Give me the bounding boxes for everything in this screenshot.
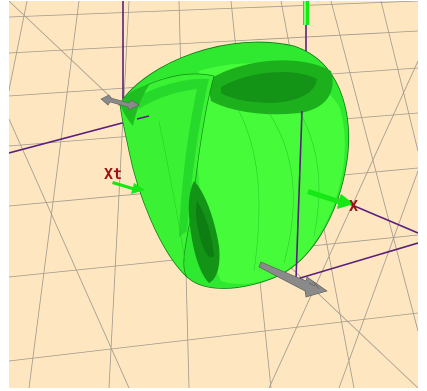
vertical-axis-front bbox=[295, 110, 303, 280]
z-axis-arrow-icon[interactable] bbox=[303, 1, 309, 25]
x-axis-label: X bbox=[349, 197, 358, 215]
axes-front bbox=[136, 110, 418, 280]
x-axis-arrow-icon[interactable] bbox=[307, 189, 354, 209]
xt-axis-arrow-icon[interactable] bbox=[112, 181, 145, 194]
scene-canvas[interactable]: X Xt bbox=[9, 1, 418, 388]
3d-viewport[interactable]: X Xt bbox=[9, 1, 418, 388]
xt-axis-line bbox=[9, 118, 138, 154]
gray-arrow-left-icon[interactable] bbox=[100, 94, 140, 111]
xt-axis-label: Xt bbox=[104, 165, 122, 183]
gray-arrow-right-icon[interactable] bbox=[258, 261, 328, 298]
x-axis-line-front bbox=[344, 201, 418, 234]
xt-axis-line-front bbox=[136, 115, 150, 120]
floor-axis-right bbox=[296, 242, 418, 280]
